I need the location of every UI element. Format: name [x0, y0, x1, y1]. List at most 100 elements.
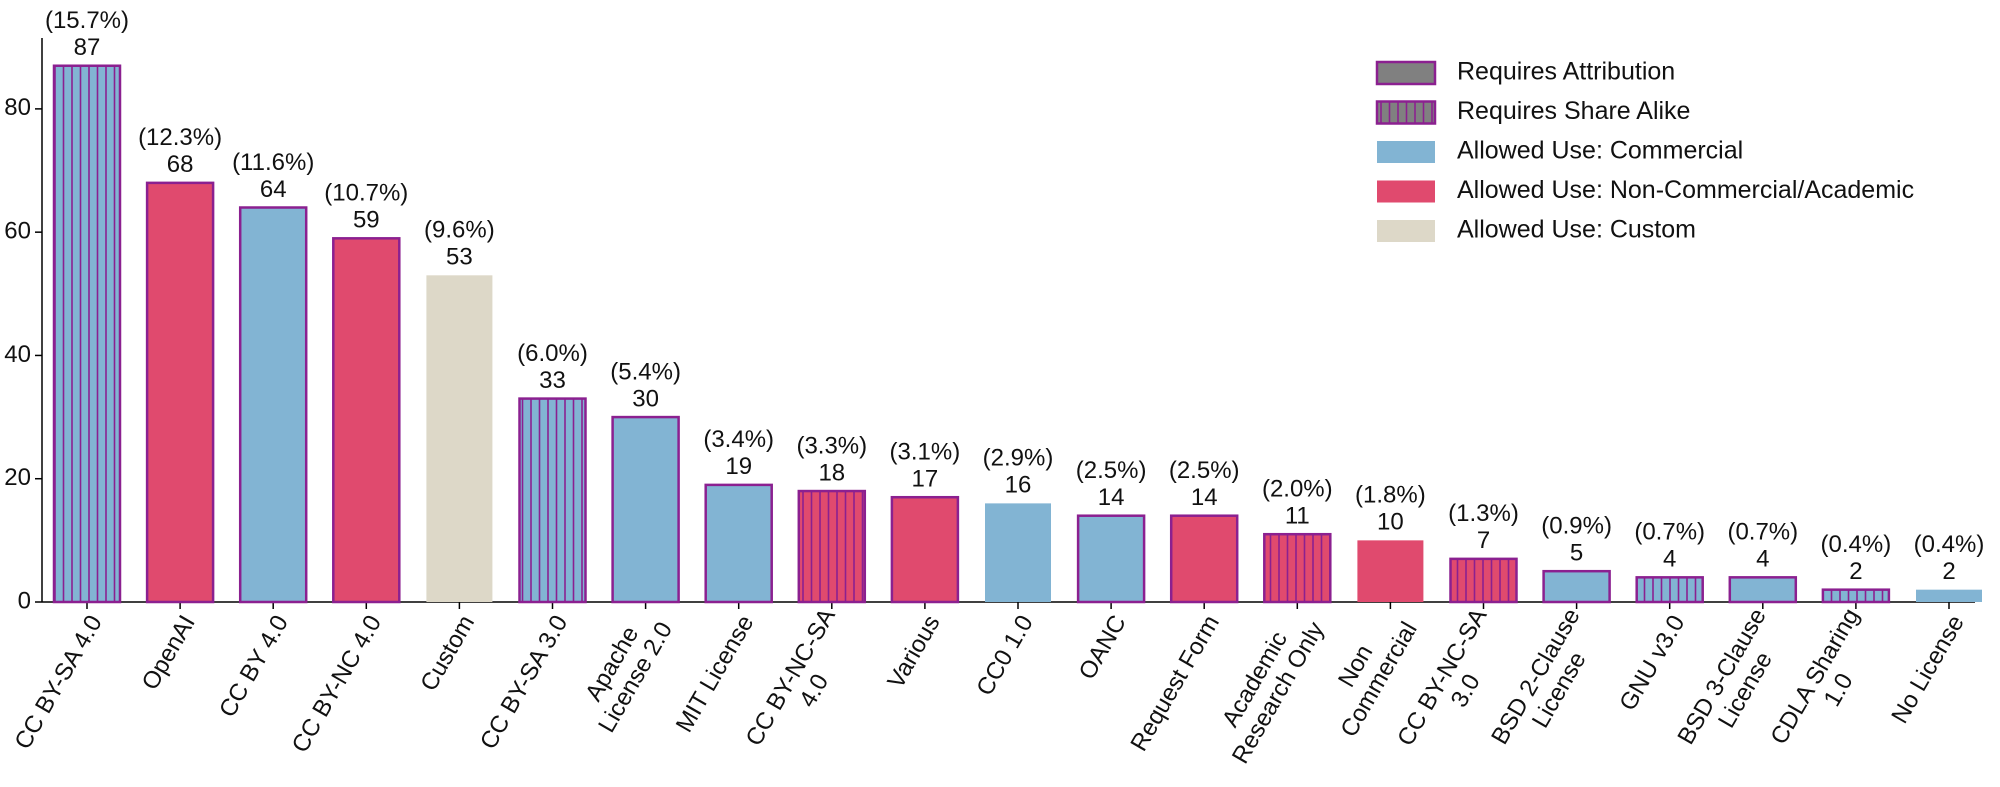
x-tick-label: CC BY-SA 3.0	[475, 611, 573, 754]
value-label: 11	[1285, 503, 1310, 530]
bar	[1357, 540, 1424, 602]
bar	[332, 237, 401, 604]
value-label: 10	[1377, 509, 1404, 536]
share-label: (1.8%)	[1355, 482, 1426, 509]
bar	[1916, 589, 1982, 602]
legend-swatch	[1377, 220, 1435, 242]
value-label: 4	[1663, 546, 1676, 573]
x-tick-label-group: OANC	[1074, 611, 1132, 685]
x-tick-label-group: CC BY-SA 4.0	[9, 611, 107, 754]
legend-label: Allowed Use: Custom	[1457, 216, 1696, 244]
x-tick-label-group: CC BY-NC-SA4.0	[741, 604, 841, 751]
share-label: (15.7%)	[45, 7, 129, 34]
value-label: 2	[1849, 558, 1862, 585]
bar	[1263, 532, 1332, 604]
value-label: 19	[725, 453, 752, 480]
share-label: (2.5%)	[1169, 457, 1240, 484]
bar	[1169, 514, 1239, 604]
value-label: 7	[1477, 527, 1490, 554]
x-tick-label: Various	[882, 611, 945, 693]
share-label: (0.7%)	[1634, 519, 1705, 546]
share-label: (6.0%)	[517, 340, 588, 367]
bar	[611, 415, 680, 604]
x-tick-label: Custom	[415, 611, 480, 696]
x-tick-label-group: Various	[882, 611, 945, 693]
share-label: (2.0%)	[1262, 476, 1333, 503]
share-label: (0.7%)	[1727, 519, 1798, 546]
y-tick-label: 40	[4, 341, 31, 368]
share-label: (0.9%)	[1541, 513, 1612, 540]
x-tick-label-group: CC BY-SA 3.0	[475, 611, 573, 754]
bar	[1542, 569, 1611, 604]
share-label: (2.9%)	[983, 445, 1054, 472]
legend-swatch	[1377, 180, 1435, 203]
bar	[1821, 588, 1891, 604]
legend-swatch	[1377, 141, 1435, 163]
bar	[985, 503, 1051, 602]
x-tick-label: CC BY 4.0	[214, 611, 294, 722]
legend-label: Requires Share Alike	[1457, 97, 1690, 125]
bar	[1076, 514, 1146, 604]
bar	[1635, 576, 1704, 604]
legend-swatch	[1375, 100, 1437, 125]
x-tick-label-group: CC BY 4.0	[214, 611, 294, 722]
bar	[518, 397, 587, 604]
value-label: 5	[1570, 540, 1583, 567]
share-label: (9.6%)	[424, 217, 495, 244]
x-tick-label-group: Request Form	[1125, 611, 1224, 756]
share-label: (3.1%)	[890, 439, 961, 466]
y-tick-label: 0	[18, 587, 31, 614]
value-label: 14	[1191, 484, 1218, 511]
x-tick-label: GNU v3.0	[1614, 611, 1690, 716]
legend-label: Allowed Use: Non-Commercial/Academic	[1457, 176, 1914, 204]
value-label: 16	[1005, 472, 1032, 499]
value-label: 30	[632, 385, 659, 412]
legend-label: Allowed Use: Commercial	[1457, 137, 1743, 165]
x-tick-label-group: No License	[1886, 611, 1969, 728]
bar	[797, 489, 867, 604]
bar	[890, 495, 960, 604]
value-label: 18	[818, 459, 845, 486]
x-tick-label: OpenAI	[137, 611, 201, 695]
bar	[145, 181, 215, 604]
bar	[426, 275, 493, 602]
x-tick-label: MIT License	[671, 611, 760, 737]
legend-swatch	[1375, 60, 1437, 86]
value-label: 68	[167, 151, 194, 178]
value-label: 2	[1942, 558, 1955, 585]
bar	[704, 483, 773, 604]
value-label: 33	[539, 367, 566, 394]
value-label: 64	[260, 176, 287, 203]
value-label: 53	[446, 244, 473, 271]
value-label: 4	[1756, 546, 1769, 573]
x-tick-label: No License	[1886, 611, 1969, 728]
share-label: (12.3%)	[138, 124, 222, 151]
x-tick-label-group: MIT License	[671, 611, 760, 737]
y-tick-label: 20	[4, 464, 31, 491]
share-label: (1.3%)	[1448, 500, 1519, 527]
share-label: (11.6%)	[232, 149, 314, 176]
value-label: 14	[1098, 484, 1125, 511]
value-label: 59	[353, 207, 380, 234]
x-tick-label-group: CC BY-NC 4.0	[287, 611, 387, 758]
bar	[1728, 576, 1798, 604]
share-label: (5.4%)	[610, 358, 681, 385]
x-tick-label-group: GNU v3.0	[1614, 611, 1690, 716]
y-tick-label: 80	[4, 94, 31, 121]
x-tick-label: CC BY-SA 4.0	[9, 611, 107, 754]
share-label: (2.5%)	[1076, 457, 1147, 484]
x-tick-label-group: CC0 1.0	[971, 611, 1038, 701]
share-label: (3.3%)	[796, 432, 867, 459]
value-label: 17	[912, 466, 939, 493]
bar	[238, 206, 308, 604]
bar	[52, 64, 122, 604]
x-tick-label: Request Form	[1125, 611, 1224, 756]
x-tick-label: CC0 1.0	[971, 611, 1038, 701]
share-label: (0.4%)	[1821, 531, 1892, 558]
x-tick-label-group: OpenAI	[137, 611, 201, 695]
